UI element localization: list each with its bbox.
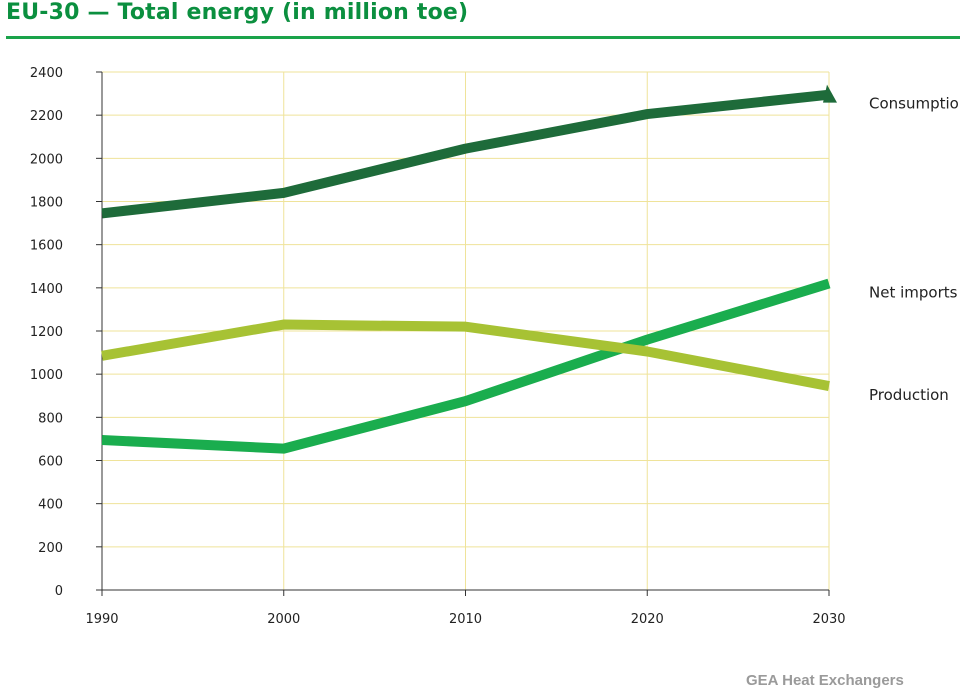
chart-title: EU-30 — Total energy (in million toe)	[6, 0, 469, 25]
y-tick-label: 800	[38, 411, 63, 426]
y-tick-label: 1600	[30, 239, 63, 254]
series-line-production	[101, 319, 830, 391]
x-tick-labels: 1990 2000 2010 2020 2030	[85, 612, 845, 627]
gridlines	[102, 71, 830, 590]
y-tick-label: 2200	[30, 109, 63, 124]
x-tick-label: 2030	[812, 612, 845, 627]
x-tick-label: 2010	[449, 612, 482, 627]
y-tick-labels: 0 200 400 600 800 1000 1200 1400 1600 1800 2000 220…	[30, 66, 63, 599]
footer-brand: GEA Heat Exchangers	[746, 672, 904, 689]
y-tick-label: 0	[55, 584, 63, 599]
series-line-net-imports	[101, 278, 831, 454]
x-tick-label: 1990	[85, 612, 118, 627]
series-label: Net imports	[869, 284, 958, 302]
y-tick-label: 400	[38, 498, 63, 513]
x-tick-label: 2020	[631, 612, 664, 627]
y-tick-label: 1400	[30, 282, 63, 297]
axes	[96, 71, 830, 596]
y-tick-label: 1200	[30, 325, 63, 340]
y-tick-label: 2400	[30, 66, 63, 81]
series-line-consumption	[101, 89, 830, 219]
series-label: Production	[869, 386, 949, 404]
y-tick-label: 1000	[30, 368, 63, 383]
y-tick-label: 200	[38, 541, 63, 556]
title-divider	[6, 36, 960, 39]
y-tick-label: 1800	[30, 196, 63, 211]
consumption-arrowhead	[823, 84, 837, 103]
y-tick-label: 600	[38, 455, 63, 470]
y-tick-label: 2000	[30, 152, 63, 167]
series-labels: Consumption Net imports Production	[869, 95, 960, 404]
series-lines	[101, 84, 837, 454]
x-tick-label: 2000	[267, 612, 300, 627]
series-label: Consumption	[869, 95, 960, 113]
